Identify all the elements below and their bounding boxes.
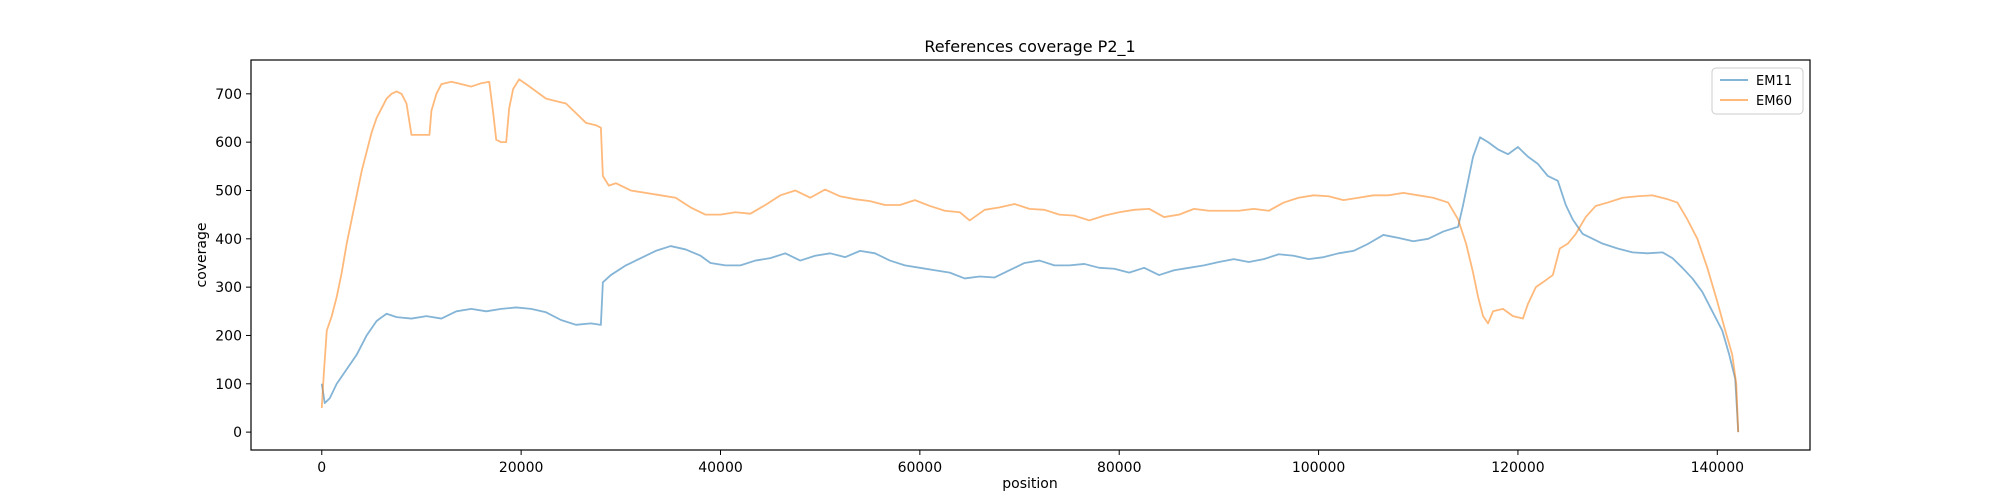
x-tick-label: 20000 [499,460,544,476]
y-tick-label: 200 [215,328,242,344]
y-tick-label: 700 [215,87,242,103]
y-tick-label: 100 [215,377,242,393]
chart-title: References coverage P2_1 [924,37,1135,57]
y-tick-label: 600 [215,135,242,151]
legend: EM11 EM60 [1711,67,1804,115]
y-tick-label: 0 [233,425,242,441]
plot-area [320,78,1740,433]
x-tick-label: 100000 [1292,460,1345,476]
y-axis-ticks: 0 100 200 300 400 500 600 700 [215,87,251,441]
x-tick-label: 60000 [898,460,943,476]
series-line-em60 [320,78,1740,433]
y-axis-label: coverage [194,223,210,288]
legend-label-em11: EM11 [1756,74,1792,89]
x-tick-label: 40000 [698,460,743,476]
x-tick-label: 80000 [1097,460,1142,476]
x-tick-label: 140000 [1691,460,1744,476]
legend-label-em60: EM60 [1756,94,1792,109]
x-tick-label: 0 [317,460,326,476]
series-line-em11 [320,136,1740,433]
axes-frame [250,59,1811,451]
x-tick-label: 120000 [1491,460,1544,476]
x-axis-ticks: 0 20000 40000 60000 80000 100000 120000 140000 [317,450,1744,476]
y-tick-label: 400 [215,232,242,248]
y-tick-label: 500 [215,183,242,199]
y-tick-label: 300 [215,280,242,296]
x-axis-label: position [1002,476,1057,492]
